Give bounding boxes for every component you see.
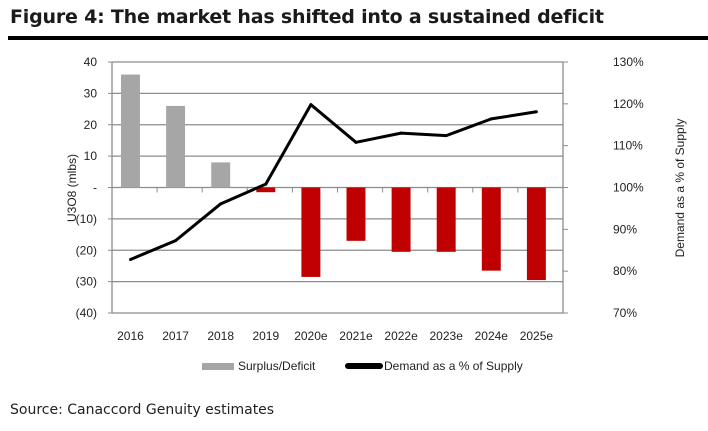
demand-point-2024e (489, 117, 493, 121)
legend-swatch-surplus (202, 363, 234, 370)
x-tick-label: 2025e (520, 329, 554, 343)
left-tick-label: (30) (76, 275, 97, 289)
right-axis-title: Demand as a % of Supply (673, 119, 687, 258)
left-tick-label: 10 (84, 149, 98, 163)
right-tick-label: 130% (613, 55, 644, 69)
x-tick-label: 2018 (207, 329, 234, 343)
right-tick-label: 90% (613, 222, 637, 236)
right-tick-label: 80% (613, 264, 637, 278)
right-tick-label: 100% (613, 181, 644, 195)
bar-2022e (391, 187, 411, 252)
left-tick-label: (10) (76, 212, 97, 226)
demand-point-2021e (354, 140, 358, 144)
bar-2017 (166, 105, 186, 188)
x-tick-label: 2022e (384, 329, 418, 343)
legend-label-demand: Demand as a % of Supply (384, 359, 523, 373)
bar-2025e (526, 187, 546, 281)
x-tick-label: 2019 (252, 329, 279, 343)
left-tick-label: (40) (76, 306, 97, 320)
demand-point-2018 (219, 202, 223, 206)
x-tick-label: 2017 (162, 329, 189, 343)
demand-point-2016 (128, 257, 132, 261)
bar-2021e (346, 187, 366, 241)
left-tick-label: 40 (84, 55, 98, 69)
x-tick-label: 2016 (117, 329, 144, 343)
demand-line (129, 103, 537, 261)
demand-point-2022e (399, 131, 403, 135)
demand-point-2019 (264, 182, 268, 186)
demand-point-2023e (444, 134, 448, 138)
bar-2016 (121, 74, 140, 188)
left-axis-title: U3O8 (mlbs) (65, 154, 79, 222)
figure-title: Figure 4: The market has shifted into a … (10, 6, 604, 28)
left-tick-label: (20) (76, 243, 97, 257)
right-tick-label: 70% (613, 306, 637, 320)
title-rule (8, 36, 708, 40)
x-tick-label: 2020e (294, 329, 328, 343)
right-tick-label: 110% (613, 139, 643, 153)
legend-swatch-demand (345, 363, 383, 369)
x-tick-label: 2021e (339, 329, 373, 343)
x-tick-label: 2023e (430, 329, 464, 343)
right-tick-label: 120% (613, 97, 644, 111)
demand-point-2017 (174, 239, 178, 243)
left-tick-label: - (93, 181, 97, 195)
bar-2018 (211, 162, 231, 188)
left-tick-label: 30 (84, 86, 98, 100)
source-note: Source: Canaccord Genuity estimates (10, 402, 275, 418)
demand-point-2025e (534, 110, 538, 114)
left-tick-label: 20 (84, 118, 98, 132)
bar-2020e (301, 187, 321, 277)
x-tick-label: 2024e (475, 329, 509, 343)
legend-label-surplus: Surplus/Deficit (238, 359, 316, 373)
bar-2019 (256, 187, 276, 193)
bar-2023e (436, 187, 456, 252)
bar-2024e (481, 187, 501, 271)
demand-point-2020e (309, 103, 313, 107)
